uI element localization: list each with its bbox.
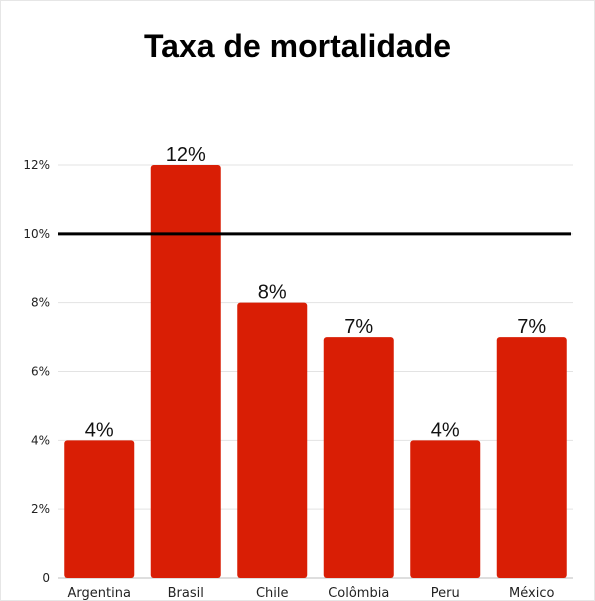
category-label: Colômbia bbox=[328, 586, 389, 601]
bars bbox=[64, 165, 567, 578]
chart-title: Taxa de mortalidade bbox=[143, 28, 452, 64]
category-label: Argentina bbox=[68, 586, 131, 601]
data-label: 7% bbox=[344, 316, 373, 338]
y-tick-label: 0 bbox=[42, 571, 50, 585]
bar-méxico bbox=[496, 337, 567, 578]
y-tick-label: 2% bbox=[31, 502, 50, 516]
data-label: 8% bbox=[258, 282, 287, 304]
bar-argentina bbox=[64, 440, 135, 578]
y-tick-label: 10% bbox=[23, 227, 50, 241]
bar-brasil bbox=[150, 165, 221, 578]
y-tick-label: 4% bbox=[31, 433, 50, 447]
data-label: 4% bbox=[85, 419, 114, 441]
y-tick-label: 8% bbox=[31, 296, 50, 310]
bar-chile bbox=[237, 302, 308, 578]
data-label: 4% bbox=[431, 419, 460, 441]
category-label: Chile bbox=[256, 586, 289, 601]
y-axis-ticks: 0 2% 4% 6% 8% 10% 12% bbox=[23, 158, 50, 585]
bar-peru bbox=[410, 440, 481, 578]
gridlines bbox=[58, 164, 573, 579]
data-label: 12% bbox=[166, 144, 206, 166]
data-label: 7% bbox=[517, 316, 546, 338]
x-axis-categories: Argentina Brasil Chile Colômbia Peru México bbox=[68, 586, 555, 601]
category-label: Peru bbox=[431, 586, 460, 601]
y-tick-label: 12% bbox=[23, 158, 50, 172]
bar-colômbia bbox=[323, 337, 394, 578]
data-labels: 4% 12% 8% 7% 4% 7% bbox=[85, 144, 547, 441]
category-label: México bbox=[509, 586, 554, 601]
y-tick-label: 6% bbox=[31, 365, 50, 379]
category-label: Brasil bbox=[168, 586, 204, 601]
